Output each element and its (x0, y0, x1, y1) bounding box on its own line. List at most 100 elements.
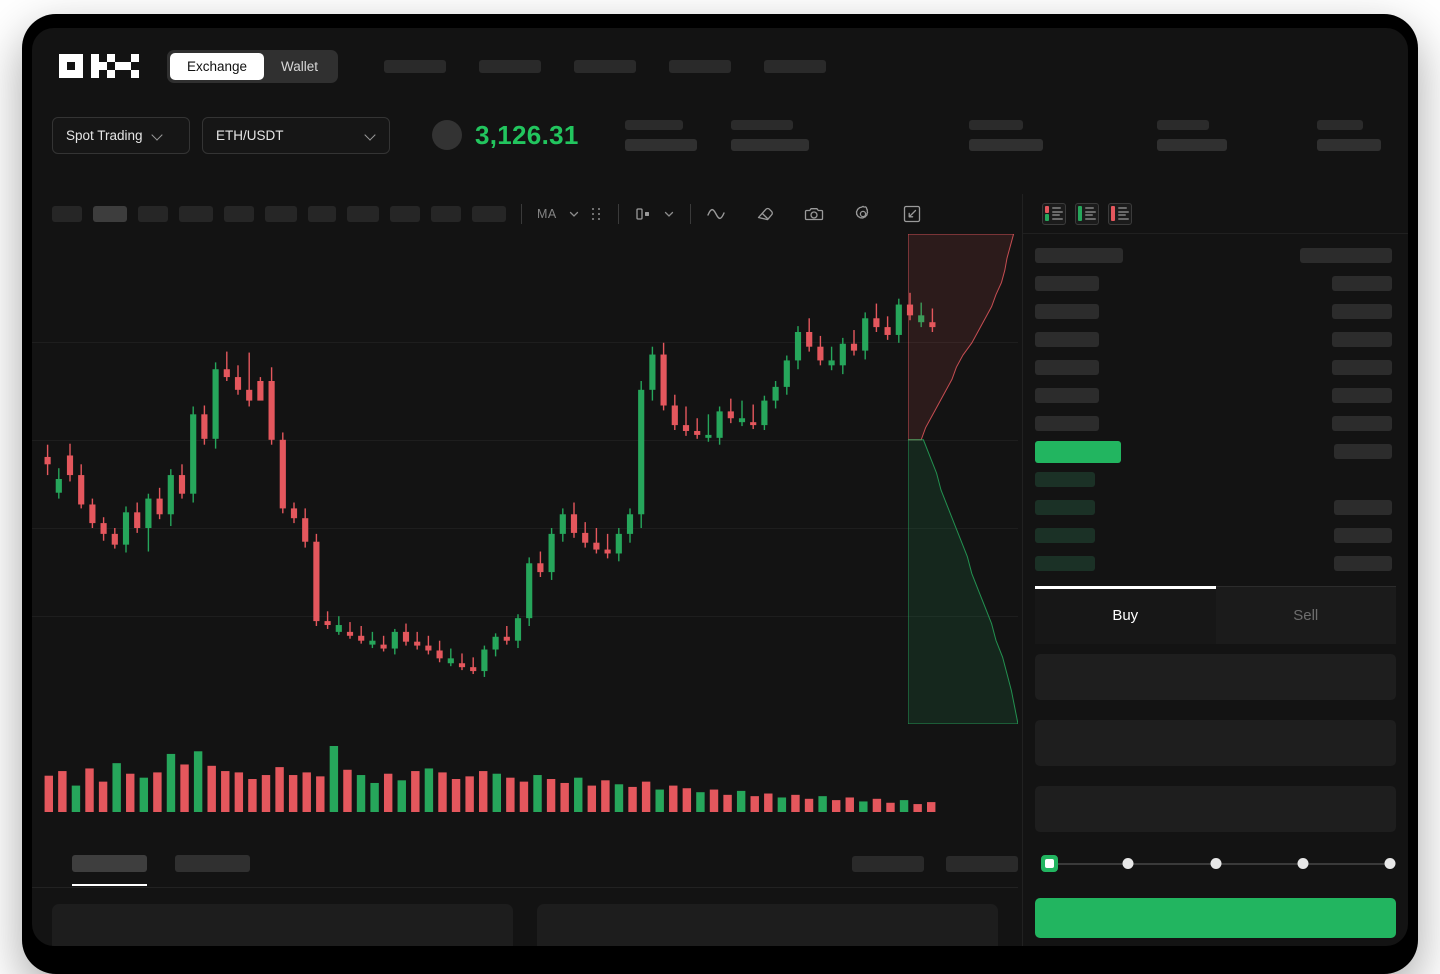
stat-label-placeholder (1316, 119, 1363, 130)
orderbook-price-placeholder (1035, 416, 1099, 431)
nav-link-placeholder[interactable] (764, 59, 827, 73)
stat-label-placeholder (1156, 119, 1209, 130)
nav-link-placeholder[interactable] (574, 59, 637, 73)
orders-action[interactable] (946, 855, 1018, 872)
timeframe-button[interactable] (431, 206, 461, 222)
orderbook-price-placeholder (1035, 276, 1099, 291)
chevron-down-icon (365, 132, 376, 139)
timeframe-button[interactable] (52, 206, 82, 222)
orders-action-placeholder (852, 855, 924, 872)
slider-stop[interactable] (1210, 858, 1221, 869)
orderbook-row[interactable] (1035, 410, 1392, 438)
fullscreen-icon[interactable] (902, 204, 922, 224)
orderbook-row[interactable] (1035, 354, 1392, 382)
orders-panel-placeholder (537, 904, 998, 946)
stat-label-placeholder (624, 119, 683, 130)
tab-wallet[interactable]: Wallet (264, 53, 335, 80)
gridline (32, 616, 1018, 618)
trade-side-tabs: Buy Sell (1035, 586, 1396, 644)
orderbook-bids-icon[interactable] (1075, 202, 1099, 225)
orderbook-both-icon[interactable] (1042, 202, 1066, 225)
amount-percent-slider[interactable] (1041, 852, 1396, 876)
orderbook-row[interactable] (1035, 466, 1392, 494)
market-stat (968, 119, 1043, 151)
candlestick-pane (32, 234, 1018, 724)
indicator-label[interactable]: MA (537, 207, 557, 221)
place-buy-order-button[interactable] (1035, 898, 1396, 938)
orderbook-row[interactable] (1035, 550, 1392, 578)
orderbook-price-placeholder (1035, 472, 1095, 487)
orderbook-row[interactable] (1035, 270, 1392, 298)
timeframe-button[interactable] (224, 206, 254, 222)
trading-pair-dropdown[interactable]: ETH/USDT (202, 116, 390, 154)
orderbook-amount-placeholder (1332, 360, 1392, 375)
market-stat (730, 119, 809, 151)
stat-value-placeholder (1156, 138, 1227, 151)
orderbook-row[interactable] (1035, 326, 1392, 354)
line-style-icon[interactable] (706, 206, 726, 222)
gear-icon[interactable] (853, 204, 873, 224)
nav-link-placeholder[interactable] (669, 59, 732, 73)
okx-logo-icon[interactable] (59, 54, 139, 78)
camera-icon[interactable] (804, 205, 824, 223)
orders-tab[interactable] (72, 855, 147, 886)
eraser-icon[interactable] (755, 205, 775, 223)
orderbook-row[interactable] (1035, 298, 1392, 326)
timeframe-button[interactable] (93, 206, 127, 222)
tab-sell[interactable]: Sell (1215, 587, 1396, 644)
toolbar-divider (617, 204, 619, 224)
orderbook-row[interactable] (1035, 382, 1392, 410)
orderbook-row[interactable] (1035, 494, 1392, 522)
timeframe-button[interactable] (179, 206, 213, 222)
orders-tab-bar (32, 840, 1018, 888)
product-type-dropdown[interactable]: Spot Trading (52, 116, 190, 154)
price-chart[interactable] (32, 234, 1018, 724)
timeframe-button[interactable] (347, 206, 379, 222)
orders-tab[interactable] (175, 855, 250, 872)
slider-stop[interactable] (1297, 858, 1309, 869)
order-price-field[interactable] (1035, 654, 1396, 700)
orderbook-list[interactable] (1023, 234, 1408, 586)
indicator-settings-icon[interactable] (591, 207, 603, 221)
chevron-down-icon (152, 132, 163, 139)
orderbook-price-placeholder (1035, 332, 1099, 347)
chart-type-icon[interactable] (634, 206, 652, 222)
market-stat (1316, 119, 1381, 151)
product-type-label: Spot Trading (66, 127, 143, 143)
orderbook-amount-placeholder (1332, 416, 1392, 431)
orderbook-row[interactable] (1035, 522, 1392, 550)
orderbook-price-placeholder (1035, 528, 1095, 543)
nav-link-placeholder[interactable] (479, 59, 542, 73)
slider-stop[interactable] (1122, 858, 1134, 869)
timeframe-button[interactable] (265, 206, 297, 222)
timeframe-button[interactable] (308, 206, 336, 222)
orderbook-price-placeholder (1035, 441, 1121, 463)
gridline (32, 528, 1018, 529)
tab-buy[interactable]: Buy (1035, 586, 1216, 644)
timeframe-button[interactable] (138, 206, 168, 222)
orderbook-asks-icon[interactable] (1108, 202, 1132, 225)
orderbook-row[interactable] (1035, 242, 1392, 270)
timeframe-button[interactable] (472, 206, 506, 222)
order-amount-field[interactable] (1035, 720, 1396, 766)
device-frame: Exchange Wallet Spot Trading ETH/USDT 3,… (22, 14, 1418, 974)
stat-value-placeholder (968, 138, 1043, 151)
stat-label-placeholder (968, 119, 1023, 130)
slider-stop[interactable] (1384, 858, 1396, 869)
order-total-field[interactable] (1035, 786, 1396, 832)
toolbar-divider (689, 204, 691, 224)
orderbook-row[interactable] (1035, 438, 1392, 466)
tab-exchange[interactable]: Exchange (170, 52, 265, 80)
orders-tab-placeholder (175, 855, 250, 872)
timeframe-button[interactable] (390, 206, 420, 222)
nav-link-placeholder[interactable] (384, 59, 447, 73)
slider-handle[interactable] (1041, 855, 1058, 872)
chevron-down-icon[interactable] (663, 208, 675, 220)
orderbook-price-placeholder (1035, 248, 1123, 263)
stat-label-placeholder (730, 119, 793, 130)
orders-action-placeholder (946, 855, 1018, 872)
trade-sidebar: Buy Sell (1022, 194, 1408, 946)
volume-chart (32, 728, 1018, 820)
chevron-down-icon[interactable] (568, 208, 580, 220)
orders-action[interactable] (852, 855, 924, 872)
